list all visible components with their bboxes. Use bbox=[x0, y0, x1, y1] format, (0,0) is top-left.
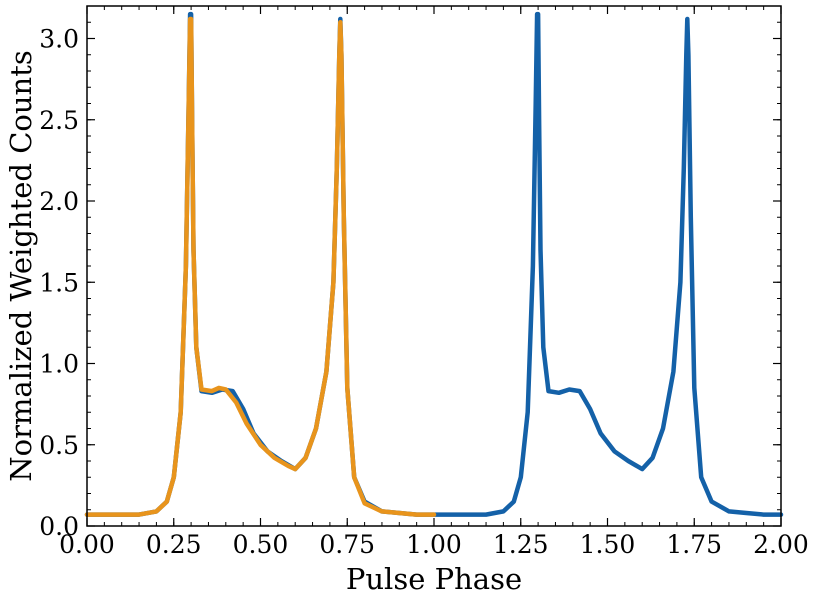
x-tick-label: 1.00 bbox=[406, 530, 462, 559]
y-axis-label: Normalized Weighted Counts bbox=[4, 50, 38, 482]
y-tick-label: 2.5 bbox=[39, 106, 79, 135]
x-tick-label: 2.00 bbox=[753, 530, 809, 559]
y-tick-label: 0.0 bbox=[39, 512, 79, 541]
x-tick-label: 0.75 bbox=[319, 530, 375, 559]
x-axis-label: Pulse Phase bbox=[346, 562, 522, 596]
x-tick-label: 1.25 bbox=[493, 530, 549, 559]
series-layer bbox=[84, 11, 784, 517]
x-tick-label: 1.50 bbox=[580, 530, 636, 559]
y-tick-label: 3.0 bbox=[39, 25, 79, 54]
y-tick-label: 2.0 bbox=[39, 187, 79, 216]
x-tick-label: 0.25 bbox=[146, 530, 202, 559]
y-tick-label: 1.0 bbox=[39, 350, 79, 379]
y-tick-label: 1.5 bbox=[39, 268, 79, 297]
ticks-layer: 0.00 0.25 0.50 0.75 1.00 1.25 1.50 1.75 2.00 0.0 0… bbox=[39, 5, 809, 559]
x-tick-label: 0.50 bbox=[233, 530, 289, 559]
series-line-2 bbox=[84, 16, 437, 517]
x-tick-label: 1.75 bbox=[666, 530, 722, 559]
y-tick-label: 0.5 bbox=[39, 431, 79, 460]
x-tick-label: 0.00 bbox=[59, 530, 115, 559]
